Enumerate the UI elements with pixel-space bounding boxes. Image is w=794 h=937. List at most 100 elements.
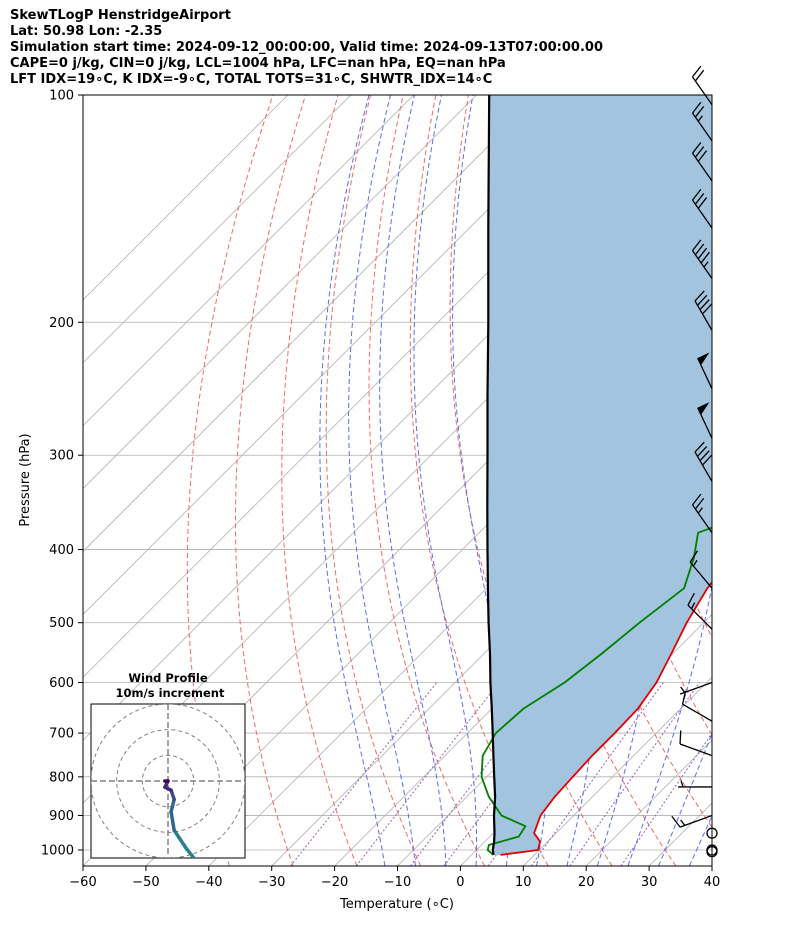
dry-adiabat bbox=[325, 95, 422, 866]
barb-staff bbox=[691, 152, 713, 182]
chart-indices-stability: LFT IDX=19∘C, K IDX=-9∘C, TOTAL TOTS=31∘… bbox=[10, 72, 493, 87]
barb-flag bbox=[689, 550, 699, 563]
barb-flag bbox=[691, 142, 702, 154]
moist-adiabat bbox=[658, 732, 712, 866]
isotherm-gridline bbox=[83, 95, 352, 364]
dry-adiabat bbox=[186, 95, 274, 866]
barb-flag bbox=[694, 69, 705, 82]
barb-flag bbox=[699, 299, 710, 311]
barb-half-flag bbox=[697, 507, 703, 514]
isotherm-gridline bbox=[83, 95, 289, 301]
barb-flag bbox=[697, 197, 708, 209]
hodograph-trace-segment bbox=[169, 797, 176, 814]
x-axis-label: Temperature (∘C) bbox=[339, 897, 454, 912]
profile-layer bbox=[480, 95, 712, 856]
barb-half-flag bbox=[680, 686, 686, 693]
x-tick-label: −60 bbox=[69, 875, 96, 890]
barb-half-flag bbox=[680, 819, 686, 826]
barb-flag bbox=[691, 65, 702, 78]
barb-flag bbox=[694, 105, 705, 118]
hodograph-trace-segment bbox=[172, 828, 189, 851]
isotherm-gridline bbox=[523, 676, 712, 866]
y-tick-label: 600 bbox=[49, 676, 74, 691]
wind-barb bbox=[694, 290, 713, 331]
barb-staff bbox=[687, 604, 713, 630]
barb-flag bbox=[697, 247, 708, 260]
chart-title-block: SkewTLogP HenstridgeAirport Lat: 50.98 L… bbox=[10, 8, 603, 88]
moist-adiabat bbox=[452, 95, 512, 866]
dry-adiabat bbox=[368, 95, 485, 866]
mixing-ratio-line bbox=[530, 682, 664, 866]
wind-barb bbox=[671, 814, 713, 828]
hodograph-subtitle: 10m/s increment bbox=[116, 686, 225, 700]
y-tick-label: 100 bbox=[49, 89, 74, 104]
hodograph-trace-segment bbox=[205, 898, 208, 910]
y-tick-label: 500 bbox=[49, 616, 74, 631]
wind-barb bbox=[691, 493, 713, 534]
dewpoint-profile-line bbox=[480, 526, 712, 856]
wind-barb bbox=[691, 188, 713, 229]
x-tick-label: 10 bbox=[515, 875, 532, 890]
barb-flag bbox=[691, 239, 702, 252]
chart-indices-cape: CAPE=0 j/kg, CIN=0 j/kg, LCL=1004 hPa, L… bbox=[10, 56, 506, 71]
barb-flag bbox=[700, 251, 710, 264]
barb-pennant bbox=[697, 352, 710, 366]
y-tick-label: 800 bbox=[49, 770, 74, 785]
x-tick-label: −20 bbox=[321, 875, 348, 890]
barb-flag bbox=[679, 730, 682, 745]
barb-half-flag bbox=[690, 602, 696, 610]
y-tick-label: 200 bbox=[49, 316, 74, 331]
chart-times: Simulation start time: 2024-09-12_00:00:… bbox=[10, 40, 603, 55]
hodograph-title: Wind Profile bbox=[128, 671, 208, 685]
barb-half-flag bbox=[692, 559, 698, 567]
x-tick-label: 0 bbox=[456, 875, 464, 890]
barb-staff bbox=[691, 112, 713, 142]
moist-adiabat bbox=[348, 95, 416, 866]
barb-pennant bbox=[697, 402, 710, 415]
wind-barb bbox=[691, 65, 713, 106]
moist-adiabat bbox=[379, 95, 447, 866]
temperature-profile-line bbox=[500, 580, 712, 856]
mixing-ratio-line bbox=[290, 682, 438, 866]
barb-flag bbox=[697, 294, 708, 306]
dry-adiabat bbox=[762, 95, 794, 866]
barb-flag bbox=[671, 815, 681, 828]
hodograph-trace-segment bbox=[211, 926, 229, 935]
wind-barb bbox=[697, 402, 713, 439]
wind-barb bbox=[681, 690, 713, 722]
y-axis: 100 200 300 400 500 600 700 800 900 1000 bbox=[41, 89, 83, 859]
mixing-ratio-line bbox=[569, 682, 700, 866]
barb-flag bbox=[681, 690, 687, 705]
x-tick-label: −30 bbox=[258, 875, 285, 890]
wind-barb bbox=[691, 101, 713, 142]
y-tick-label: 300 bbox=[49, 449, 74, 464]
barb-staff bbox=[682, 703, 713, 722]
parcel-profile-line bbox=[486, 95, 497, 856]
mixing-ratio-line bbox=[620, 732, 712, 866]
barb-flag bbox=[691, 493, 702, 506]
chart-location: Lat: 50.98 Lon: -2.35 bbox=[10, 24, 163, 39]
y-tick-label: 700 bbox=[49, 727, 74, 742]
barb-flag bbox=[697, 445, 708, 457]
x-tick-label: 20 bbox=[578, 875, 595, 890]
barb-flag bbox=[702, 303, 713, 315]
moist-adiabat bbox=[720, 95, 794, 866]
wind-barb bbox=[679, 730, 713, 757]
moist-adiabat bbox=[752, 95, 794, 866]
hodograph-trace-segment bbox=[199, 910, 205, 916]
dry-adiabat bbox=[281, 95, 358, 866]
barb-staff bbox=[691, 504, 713, 534]
hodograph-trace-segment bbox=[184, 847, 197, 858]
chart-title: SkewTLogP HenstridgeAirport bbox=[10, 8, 231, 23]
wind-barb bbox=[678, 780, 712, 788]
moist-adiabat bbox=[413, 95, 478, 866]
barb-staff bbox=[691, 76, 713, 106]
cin-shading bbox=[487, 95, 712, 855]
wind-barb bbox=[691, 142, 713, 182]
x-tick-label: −40 bbox=[195, 875, 222, 890]
isotherm-gridline bbox=[334, 488, 712, 866]
y-tick-label: 400 bbox=[49, 543, 74, 558]
barb-flag bbox=[702, 454, 713, 466]
isotherm-gridline bbox=[83, 95, 603, 615]
